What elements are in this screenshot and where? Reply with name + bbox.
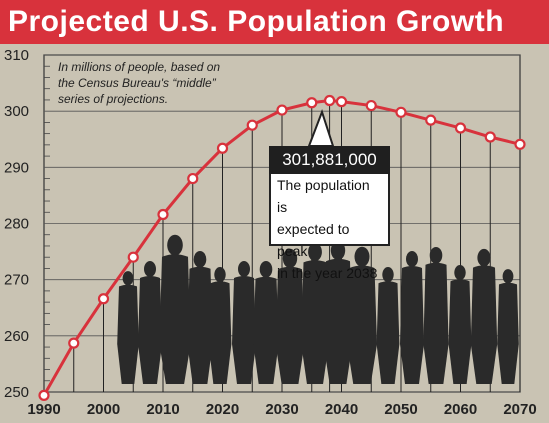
data-point <box>187 172 199 185</box>
data-point <box>425 114 437 126</box>
y-tick-label: 260 <box>4 328 29 345</box>
x-tick-label: 2020 <box>206 401 239 418</box>
person-silhouette <box>376 267 400 384</box>
x-tick-label: 2030 <box>265 401 298 418</box>
data-point <box>68 337 80 349</box>
data-point <box>38 389 50 401</box>
note-line-2: the Census Bureau's “middle” <box>58 76 217 90</box>
x-tick-label: 1990 <box>27 401 60 418</box>
chart-note: In millions of people, based on the Cens… <box>58 60 220 106</box>
person-silhouette <box>253 260 279 384</box>
data-point <box>514 138 526 150</box>
data-point <box>306 97 318 109</box>
peak-callout: 301,881,000 The population is expected t… <box>269 146 390 281</box>
chart-title: Projected U.S. Population Growth <box>8 5 505 38</box>
note-line-3: series of projections. <box>58 92 168 106</box>
person-silhouette <box>448 265 472 384</box>
x-tick-label: 2040 <box>325 401 358 418</box>
person-silhouette <box>275 248 305 384</box>
crowd-silhouettes-illustration <box>117 234 519 384</box>
data-point <box>454 122 467 134</box>
person-silhouette <box>400 251 424 384</box>
person-silhouette <box>423 246 449 384</box>
data-point <box>276 104 288 116</box>
callout-value: 301,881,000 <box>269 146 390 174</box>
callout-line-1: The population is <box>277 177 370 215</box>
person-silhouette <box>117 271 139 384</box>
data-point <box>97 293 110 305</box>
title-bar: Projected U.S. Population Growth <box>0 0 549 44</box>
data-point <box>395 106 407 118</box>
data-point <box>157 208 169 221</box>
person-silhouette <box>138 261 162 384</box>
person-silhouette <box>497 269 519 384</box>
x-tick-label: 2060 <box>444 401 477 418</box>
population-series <box>38 94 526 401</box>
person-silhouette <box>208 267 232 384</box>
y-tick-label: 310 <box>4 47 29 64</box>
x-tick-label: 2010 <box>146 401 179 418</box>
y-tick-label: 300 <box>4 103 29 120</box>
axis-ticks: 250 260 270 280 290 300 310 1990 2000 2010 2020 203… <box>4 47 537 418</box>
y-tick-label: 290 <box>4 159 29 176</box>
person-silhouette <box>301 242 329 384</box>
person-silhouette <box>187 250 213 384</box>
person-silhouette <box>470 248 498 384</box>
note-line-1: In millions of people, based on <box>58 60 220 74</box>
data-point <box>216 142 229 154</box>
callout-line-2: expected to peak <box>277 221 350 259</box>
y-tick-label: 250 <box>4 384 29 401</box>
data-point <box>246 119 258 131</box>
data-point <box>484 131 496 143</box>
person-silhouette <box>232 261 256 384</box>
data-point <box>324 94 336 107</box>
data-point <box>335 96 348 108</box>
person-silhouette <box>159 234 191 384</box>
data-point <box>127 251 139 263</box>
data-point <box>365 99 377 112</box>
x-tick-label: 2070 <box>503 401 536 418</box>
x-tick-label: 2050 <box>384 401 417 418</box>
y-tick-label: 270 <box>4 272 29 289</box>
callout-line-3: in the year 2038 <box>277 265 378 281</box>
x-tick-label: 2000 <box>87 401 120 418</box>
y-tick-label: 280 <box>4 216 29 233</box>
person-silhouette <box>347 246 377 384</box>
